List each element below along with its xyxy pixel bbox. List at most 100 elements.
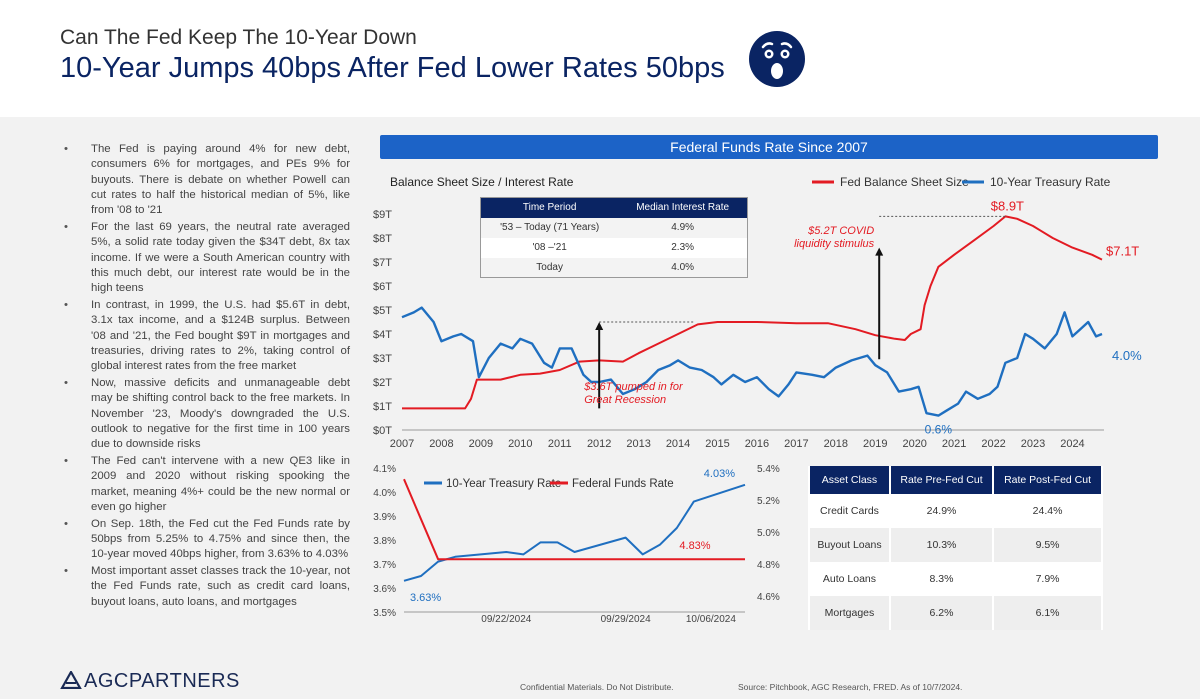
y-tick-label: $5T [373,305,392,317]
legend-label: 10-Year Treasury Rate [990,175,1111,189]
table-row: Buyout Loans 10.3% 9.5% [810,528,1101,562]
x-tick-label: 2016 [745,438,769,450]
bullet-item: Now, massive deficits and unmanageable d… [60,376,350,452]
agc-logo-icon [60,671,82,689]
fed-balance-sheet-chart: Balance Sheet Size / Interest Rate $0T $1T… [373,175,1142,450]
y-tick-label: $7T [373,257,392,269]
y-tick-label-right: 4.6% [757,592,780,603]
table-row: Credit Cards 24.9% 24.4% [810,494,1101,528]
x-tick-label: 2007 [390,438,414,450]
table-cell: 6.2% [890,596,993,630]
table-row: Mortgages 6.2% 6.1% [810,596,1101,630]
legend-label: 10-Year Treasury Rate [446,478,561,490]
y-tick-label-left: 3.9% [373,512,396,523]
source-note: Source: Pitchbook, AGC Research, FRED. A… [738,682,963,692]
y-tick-label: $4T [373,329,392,341]
table-cell: 4.0% [618,257,748,278]
treasury-rate-line [401,306,1103,417]
x-tick-label: 09/22/2024 [481,614,531,625]
y-tick-label-left: 3.7% [373,560,396,571]
company-logo: AGCPARTNERS [60,670,240,693]
table-cell: 24.9% [926,505,957,517]
x-tick-label: 2008 [429,438,453,450]
page-title: 10-Year Jumps 40bps After Fed Lower Rate… [60,52,725,84]
x-tick-label: 2012 [587,438,611,450]
table-cell: 24.4% [1032,505,1063,517]
table-header: Rate Post-Fed Cut [994,466,1101,494]
table-cell: 7.9% [1035,573,1060,585]
bullet-list: The Fed is paying around 4% for new debt… [60,142,350,611]
y-tick-label: $3T [373,353,392,365]
y-axis-title: Balance Sheet Size / Interest Rate [390,175,574,189]
recession-arrowhead [595,322,604,330]
y-tick-label-right: 5.2% [757,496,780,507]
x-tick-label: 2015 [705,438,729,450]
table-cell: 2.3% [671,242,695,253]
y-tick-label-left: 4.1% [373,464,396,475]
y-tick-label: $2T [373,377,392,389]
table-cell: Credit Cards [820,505,879,517]
treasury-rate-line [403,483,746,582]
table-cell: 8.3% [929,573,954,585]
y-tick-label-left: 4.0% [373,488,396,499]
table-row: Today 4.0% [480,257,748,278]
fed-funds-line [403,478,745,561]
bullet-item: In contrast, in 1999, the U.S. had $5.6T… [60,298,350,374]
table-cell: Today [480,257,619,278]
y-tick-label-left: 3.8% [373,536,396,547]
x-tick-label: 2010 [508,438,532,450]
x-tick-label: 2017 [784,438,808,450]
logo-text: AGCPARTNERS [84,670,240,692]
bullet-item: On Sep. 18th, the Fed cut the Fed Funds … [60,517,350,563]
covid-arrowhead [875,247,884,256]
x-tick-label: 10/06/2024 [686,614,736,625]
table-cell: 6.1% [994,596,1101,630]
y-tick-label: $9T [373,209,392,221]
median-rate-table: Time Period Median Interest Rate '53 – T… [480,197,748,278]
peak-label: $8.9T [991,198,1024,213]
x-tick-label: 2021 [942,438,966,450]
confidential-note: Confidential Materials. Do Not Distribut… [520,682,674,692]
table-header: Median Interest Rate [618,197,748,218]
fed-funds-end-label: 4.83% [679,540,710,552]
legend-label: Federal Funds Rate [572,478,674,490]
legend-label: Fed Balance Sheet Size [840,175,969,189]
y-tick-label-right: 5.0% [757,528,780,539]
x-tick-label: 09/29/2024 [601,614,651,625]
x-tick-label: 2014 [666,438,690,450]
table-cell: Buyout Loans [810,528,889,562]
treasury-start-label: 3.63% [410,592,441,604]
y-tick-label: $8T [373,233,392,245]
x-tick-label: 2020 [902,438,926,450]
shocked-face-icon [749,31,805,87]
balance-end-label: $7.1T [1106,244,1139,259]
balance-sheet-line [402,215,1103,410]
covid-annotation: $5.2T COVID liquidity stimulus [794,225,875,250]
table-row: '53 – Today (71 Years) 4.9% [480,217,748,238]
treasury-end-label: 4.03% [704,468,735,480]
recession-annotation: $3.6T pumped in for Great Recession [583,381,684,406]
table-cell: 9.5% [994,528,1101,562]
x-tick-label: 2018 [824,438,848,450]
bullet-item: For the last 69 years, the neutral rate … [60,220,350,296]
y-tick-label: $6T [373,281,392,293]
x-tick-label: 2019 [863,438,887,450]
table-cell: '53 – Today (71 Years) [480,217,619,238]
table-cell: Auto Loans [822,573,877,585]
y-tick-label: $0T [373,425,392,437]
y-tick-label: $1T [373,401,392,413]
table-cell: 10.3% [890,528,993,562]
x-tick-label: 2024 [1060,438,1084,450]
bullet-item: The Fed is paying around 4% for new debt… [60,142,350,218]
x-tick-label: 2022 [981,438,1005,450]
table-header: Time Period [480,197,619,218]
asset-class-table: Asset Class Rate Pre-Fed Cut Rate Post-F… [808,466,1103,630]
chart-banner: Federal Funds Rate Since 2007 [380,135,1158,159]
table-cell: 4.9% [618,217,748,238]
treasury-end-label: 4.0% [1112,348,1142,363]
table-header: Rate Pre-Fed Cut [890,466,993,494]
page-supertitle: Can The Fed Keep The 10-Year Down [60,26,417,49]
table-row: '08 –'21 2.3% [481,238,748,258]
bullet-item: Most important asset classes track the 1… [60,564,350,610]
x-tick-label: 2011 [548,438,572,450]
